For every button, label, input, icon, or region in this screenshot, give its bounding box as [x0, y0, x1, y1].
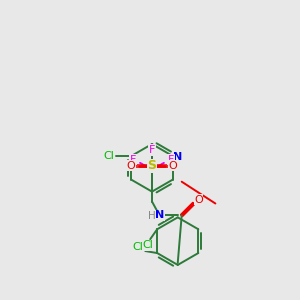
Text: O: O: [127, 161, 136, 171]
Text: Cl: Cl: [143, 240, 154, 250]
Text: F: F: [130, 155, 136, 165]
Text: Cl: Cl: [132, 242, 143, 252]
Text: S: S: [148, 159, 157, 172]
Text: F: F: [168, 155, 174, 165]
Text: F: F: [149, 145, 155, 155]
Text: O: O: [194, 194, 203, 205]
Text: N: N: [173, 152, 182, 162]
Text: N: N: [155, 210, 164, 220]
Text: Cl: Cl: [103, 151, 114, 161]
Text: O: O: [168, 161, 177, 171]
Text: H: H: [148, 212, 156, 221]
